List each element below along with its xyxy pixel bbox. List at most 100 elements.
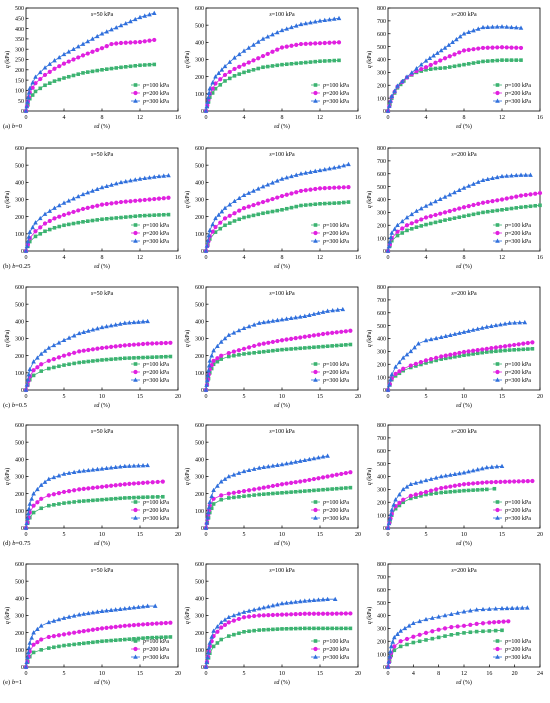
- data-point: [438, 474, 444, 479]
- data-point: [150, 341, 155, 346]
- data-point: [257, 613, 262, 618]
- data-point: [289, 173, 294, 179]
- data-point: [533, 203, 538, 208]
- y-tick-label: 500: [15, 6, 24, 12]
- data-point: [140, 480, 146, 485]
- legend-marker: [313, 654, 318, 659]
- data-point: [423, 337, 429, 343]
- data-point: [298, 21, 304, 27]
- data-point: [480, 480, 485, 485]
- data-point: [418, 360, 424, 365]
- legend-marker: [495, 98, 500, 103]
- data-point: [502, 479, 508, 484]
- y-tick-label: 400: [15, 181, 24, 187]
- x-tick-label: 10: [279, 532, 285, 538]
- data-point: [56, 355, 62, 360]
- data-point: [38, 86, 43, 91]
- data-point: [312, 488, 316, 493]
- y-tick-label: 0: [21, 249, 24, 255]
- chart-title: s=200 kPa: [451, 152, 477, 158]
- data-point: [302, 478, 307, 483]
- data-point: [308, 202, 313, 207]
- data-point: [398, 628, 403, 633]
- data-point: [205, 515, 210, 520]
- data-point: [275, 627, 280, 631]
- data-point: [289, 626, 293, 631]
- row-label: (e) b=1: [3, 679, 22, 686]
- x-tick-label: 8: [101, 255, 104, 261]
- data-point: [312, 168, 318, 173]
- data-point: [397, 369, 402, 374]
- data-point: [208, 95, 212, 100]
- data-point: [123, 637, 127, 642]
- data-point: [428, 336, 434, 342]
- data-point: [133, 63, 138, 68]
- data-point: [388, 377, 393, 382]
- data-point: [255, 186, 261, 191]
- x-tick-label: 0: [205, 255, 208, 261]
- data-point: [307, 345, 312, 350]
- y-axis-label: q (kPa): [366, 468, 373, 486]
- data-point: [30, 93, 35, 97]
- data-point: [275, 491, 280, 495]
- data-point: [152, 196, 157, 202]
- data-point: [408, 363, 413, 368]
- data-point: [51, 492, 56, 497]
- data-point: [204, 659, 210, 664]
- data-point: [232, 55, 237, 60]
- data-point: [303, 188, 308, 193]
- data-point: [462, 353, 466, 358]
- legend-marker: [495, 83, 500, 87]
- legend-label: p=300 kPa: [322, 516, 349, 522]
- y-tick-label: 0: [201, 249, 204, 255]
- data-point: [279, 193, 285, 199]
- data-point: [279, 27, 285, 33]
- data-point: [311, 311, 317, 316]
- data-point: [52, 645, 56, 650]
- data-point: [408, 481, 414, 487]
- data-point: [408, 348, 414, 354]
- data-point: [47, 81, 52, 85]
- data-point: [412, 345, 417, 350]
- data-point: [480, 200, 486, 205]
- data-point: [387, 239, 393, 244]
- x-tick-label: 16: [355, 115, 361, 121]
- data-point: [480, 606, 486, 612]
- data-point: [419, 224, 424, 228]
- legend-marker: [495, 646, 500, 652]
- data-point: [81, 468, 87, 473]
- y-tick-label: 500: [377, 324, 386, 330]
- data-point: [428, 67, 433, 71]
- data-point: [38, 482, 44, 487]
- data-point: [77, 629, 82, 634]
- data-point: [517, 320, 523, 325]
- data-point: [77, 487, 82, 492]
- data-point: [154, 621, 159, 626]
- data-point: [293, 346, 298, 351]
- data-point: [128, 18, 133, 24]
- legend-marker: [495, 362, 500, 366]
- data-point: [514, 206, 519, 210]
- data-point: [66, 631, 72, 636]
- data-point: [402, 625, 408, 631]
- data-point: [119, 65, 123, 70]
- x-axis-label: εd (%): [274, 263, 290, 270]
- y-tick-label: 0: [21, 109, 24, 115]
- data-point: [327, 201, 332, 206]
- data-point: [207, 358, 213, 363]
- data-point: [123, 356, 127, 361]
- data-point: [388, 234, 394, 240]
- data-point: [489, 480, 494, 485]
- y-axis-label: q (kPa): [366, 607, 373, 625]
- data-point: [85, 70, 90, 74]
- data-point: [86, 467, 91, 473]
- data-point: [76, 220, 81, 225]
- data-point: [100, 639, 104, 644]
- data-point: [307, 598, 312, 603]
- x-tick-label: 15: [137, 671, 143, 677]
- data-point: [90, 218, 95, 223]
- data-point: [409, 70, 415, 75]
- data-point: [294, 61, 299, 66]
- data-point: [215, 483, 220, 488]
- y-tick-label: 100: [15, 509, 24, 515]
